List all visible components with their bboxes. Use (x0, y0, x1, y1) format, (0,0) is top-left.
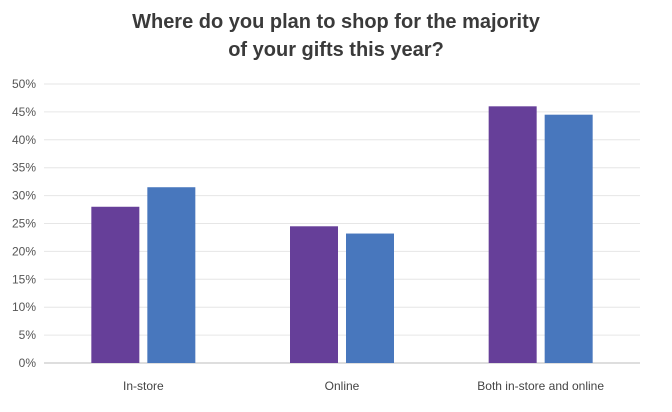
y-tick-label: 0% (19, 356, 37, 370)
bar-2-3 (544, 114, 593, 363)
bar-2-2 (346, 233, 394, 363)
y-tick-label: 20% (12, 244, 36, 258)
y-tick-label: 30% (12, 189, 36, 203)
x-category-label: Both in-store and online (477, 379, 604, 393)
y-tick-label: 15% (12, 272, 36, 286)
bar-1-3 (488, 106, 537, 363)
chart-title: Where do you plan to shop for the majori… (0, 8, 672, 64)
y-tick-label: 40% (12, 133, 36, 147)
y-tick-label: 25% (12, 217, 36, 231)
y-tick-label: 45% (12, 105, 36, 119)
bar-1-2 (290, 226, 338, 363)
x-category-label: Online (325, 379, 360, 393)
bar-2-1 (147, 187, 196, 363)
y-tick-label: 35% (12, 161, 36, 175)
y-tick-label: 50% (12, 77, 36, 91)
bar-1-1 (91, 206, 140, 363)
y-tick-label: 5% (19, 328, 37, 342)
chart-title-line-2: of your gifts this year? (228, 39, 444, 61)
y-tick-label: 10% (12, 300, 36, 314)
x-category-label: In-store (123, 379, 164, 393)
chart-title-line-1: Where do you plan to shop for the majori… (132, 11, 540, 33)
